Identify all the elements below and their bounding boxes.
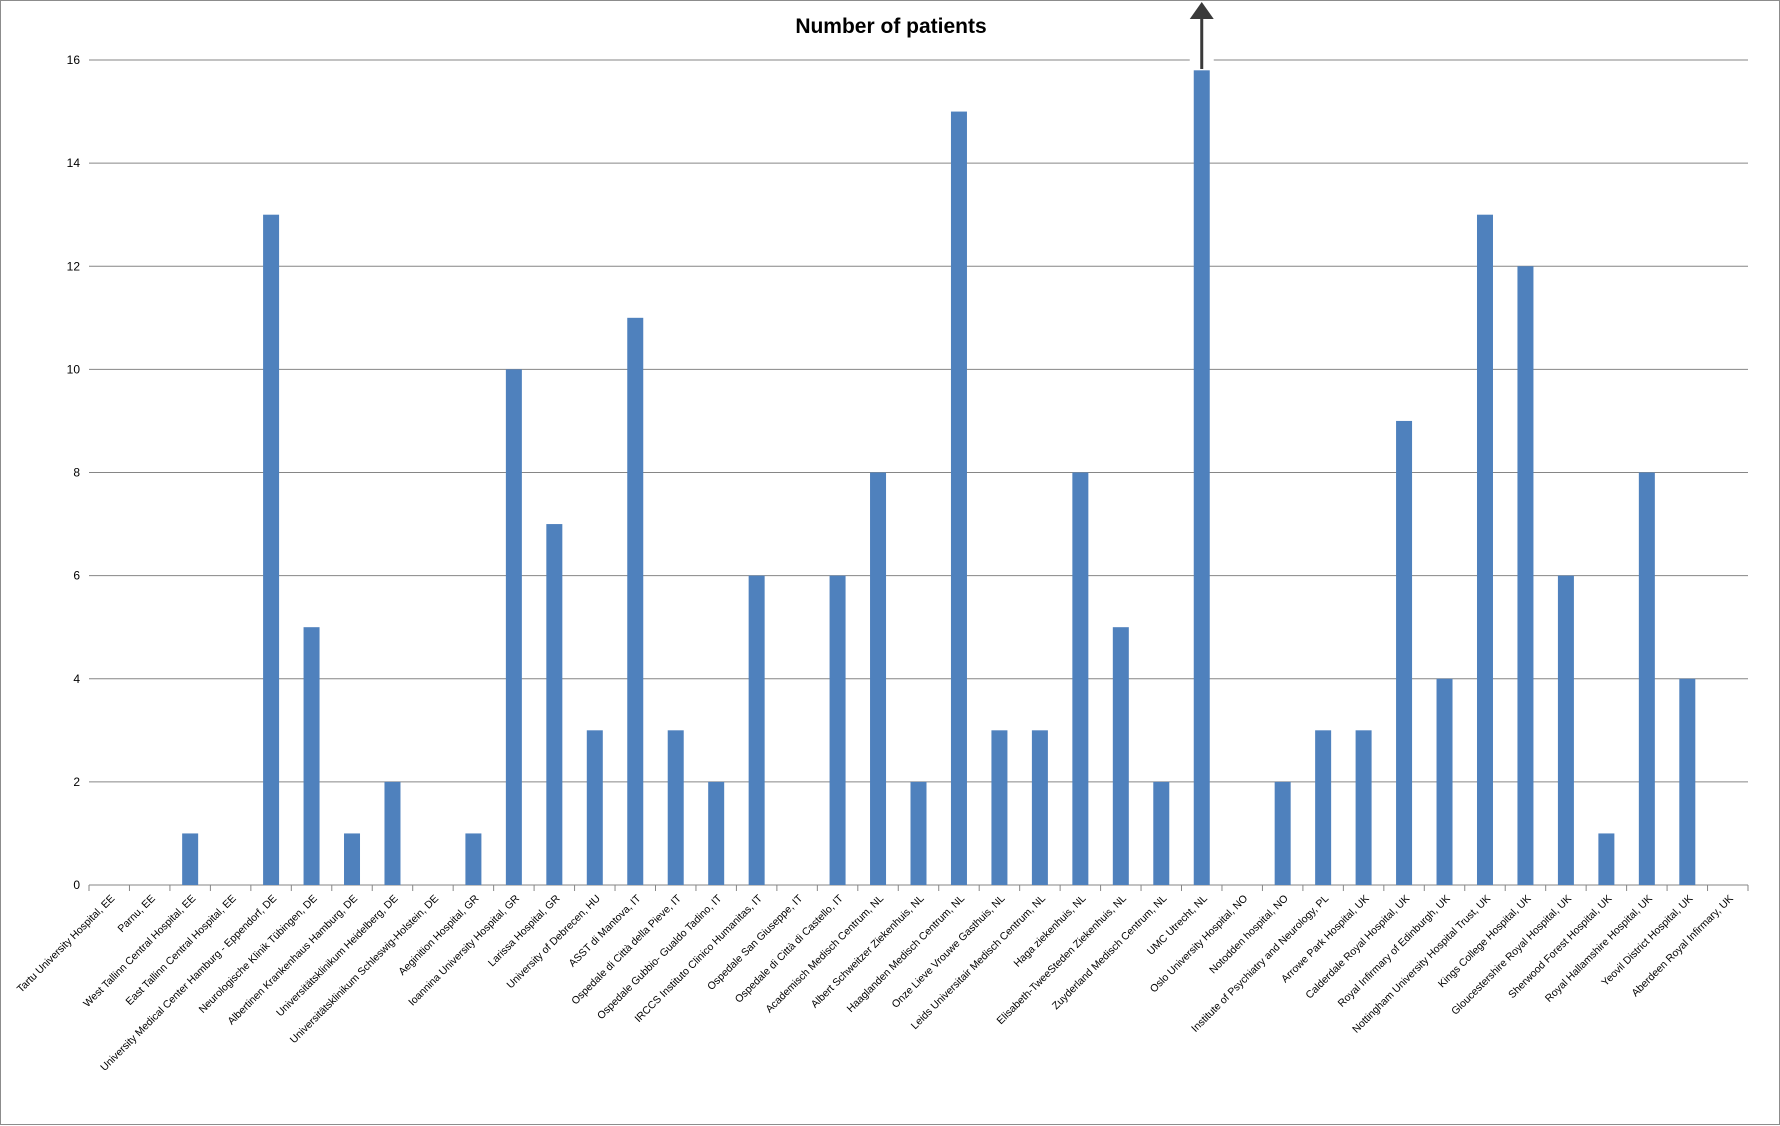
x-category-label: Parnu, EE — [115, 893, 157, 935]
bar — [586, 730, 603, 885]
bar — [344, 833, 361, 885]
y-tick-label: 12 — [67, 259, 81, 273]
bar — [1396, 420, 1413, 885]
bar — [667, 730, 684, 885]
x-category-label: Universitätsklinikum Schleswig-Holstein,… — [288, 893, 441, 1046]
y-tick-label: 2 — [73, 775, 80, 789]
bar — [1476, 214, 1493, 885]
bar — [950, 111, 967, 885]
bar — [1436, 678, 1453, 885]
bar — [1355, 730, 1372, 885]
bar — [303, 627, 320, 885]
y-tick-label: 16 — [67, 53, 81, 67]
x-category-label: Larissa Hospital, GR — [486, 892, 563, 969]
y-tick-label: 10 — [67, 362, 81, 376]
chart-title: Number of patients — [795, 15, 986, 38]
bar — [1031, 730, 1048, 885]
bar — [465, 833, 482, 885]
bar — [829, 575, 846, 885]
bar — [1193, 70, 1210, 885]
bar — [627, 317, 644, 885]
x-category-label: ASST di Mantova, IT — [567, 892, 644, 969]
x-category-label: Aeginition Hospital, GR — [396, 892, 482, 978]
bar — [708, 781, 725, 885]
bar — [1557, 575, 1574, 885]
bar — [1112, 627, 1129, 885]
y-tick-label: 4 — [73, 672, 80, 686]
y-tick-label: 14 — [67, 156, 81, 170]
bar — [1638, 472, 1655, 885]
x-category-label: Notodden hospital, NO — [1207, 893, 1291, 977]
arrow-head — [1189, 2, 1214, 19]
bar — [1598, 833, 1615, 885]
y-tick-label: 6 — [73, 569, 80, 583]
bar — [1274, 781, 1291, 885]
bar — [910, 781, 927, 885]
bar — [870, 472, 887, 885]
bar — [546, 524, 563, 885]
gridlines — [88, 59, 1749, 891]
bars — [182, 70, 1696, 885]
bar — [991, 730, 1008, 885]
x-category-label: Haga ziekenhuis, NL — [1011, 893, 1088, 970]
bar — [1072, 472, 1089, 885]
bar — [182, 833, 199, 885]
bar — [263, 214, 280, 885]
y-axis-tick-labels: 0 2 4 6 8 10 12 14 16 — [67, 53, 81, 892]
bar — [505, 369, 522, 885]
overflow-arrow — [1189, 2, 1214, 69]
bar — [384, 781, 401, 885]
bar — [1517, 266, 1534, 885]
bar — [748, 575, 765, 885]
bar — [1315, 730, 1332, 885]
y-tick-label: 8 — [73, 466, 80, 480]
y-tick-label: 0 — [73, 878, 80, 892]
bar — [1679, 678, 1696, 885]
bar — [1153, 781, 1170, 885]
